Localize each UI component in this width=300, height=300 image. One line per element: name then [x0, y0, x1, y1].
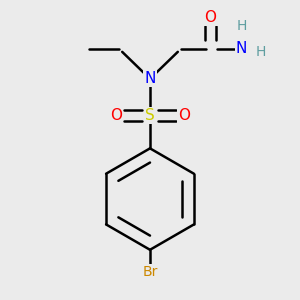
Text: O: O	[178, 108, 190, 123]
Text: H: H	[256, 45, 266, 59]
Text: S: S	[145, 108, 155, 123]
Text: N: N	[236, 41, 247, 56]
Text: N: N	[144, 70, 156, 86]
Text: O: O	[205, 10, 217, 25]
Text: H: H	[236, 19, 247, 33]
Text: O: O	[110, 108, 122, 123]
Text: Br: Br	[142, 265, 158, 279]
